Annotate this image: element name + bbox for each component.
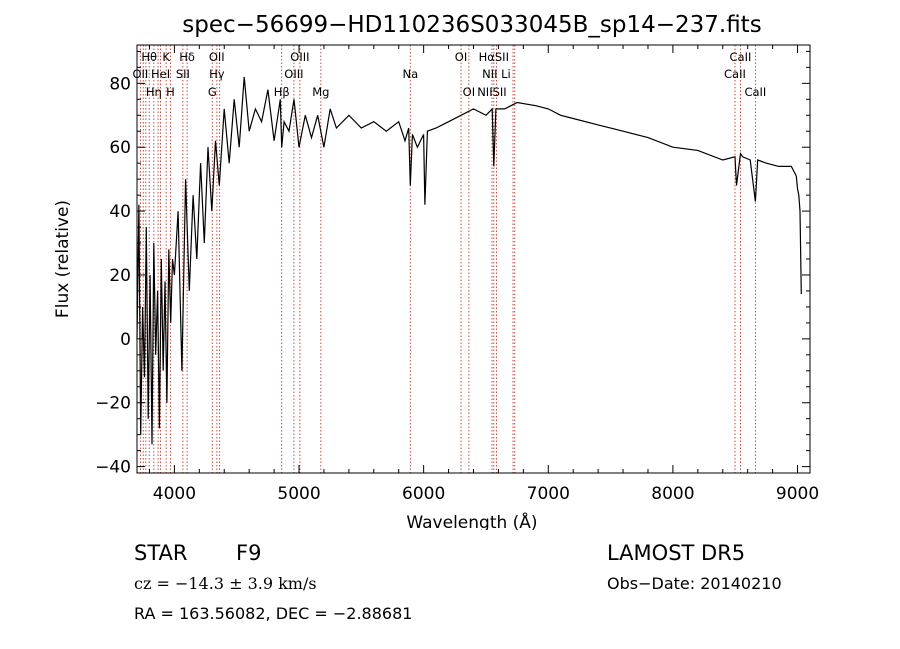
survey-name: LAMOST DR5 (607, 541, 746, 565)
line-marker-label: CaII (724, 67, 746, 81)
object-type: STAR (134, 541, 188, 565)
x-tick-label: 8000 (651, 484, 694, 504)
line-marker-label: Hγ (209, 67, 225, 81)
line-marker-label: OII (132, 67, 148, 81)
y-tick-label: 80 (109, 74, 131, 94)
line-marker-label: NIISII (477, 85, 506, 99)
y-axis-label: Flux (relative) (53, 200, 73, 318)
y-tick-label: 20 (109, 266, 131, 286)
line-marker-label: Hδ (179, 50, 195, 64)
line-marker-label: Hθ (141, 50, 157, 64)
spectral-subclass: F9 (236, 541, 262, 565)
y-tick-label: 60 (109, 138, 131, 158)
line-marker-label: OIII (284, 67, 303, 81)
x-axis-label: Wavelength (Å) (406, 511, 537, 530)
line-marker-label: Hβ (274, 85, 290, 99)
line-marker-label: OII (209, 50, 225, 64)
x-tick-label: 7000 (527, 484, 570, 504)
axis-ticks: 4000 5000 6000 7000 8000 9000 −40 −20 0 20 40 60 80 (95, 45, 819, 504)
x-tick-label: 5000 (277, 484, 320, 504)
obs-date: Obs−Date: 20140210 (607, 574, 782, 593)
line-marker-label: SII (176, 67, 190, 81)
spectrum-chart: spec−56699−HD110236S033045B_sp14−237.fit… (53, 12, 819, 530)
y-tick-label: 0 (120, 330, 131, 350)
line-marker-label: HeI (151, 67, 170, 81)
line-marker-label: Hη (146, 85, 162, 99)
line-marker-label: Mg (312, 85, 329, 99)
line-marker-label: OI (455, 50, 467, 64)
spectral-line-markers (139, 45, 756, 473)
x-tick-label: 6000 (402, 484, 445, 504)
line-marker-label: CaII (744, 85, 766, 99)
line-marker-label: OI (463, 85, 475, 99)
line-marker-label: G (208, 85, 217, 99)
line-marker-label: K (162, 50, 170, 64)
line-marker-label: NII Li (482, 67, 511, 81)
spectrum-series-line (136, 76, 802, 445)
line-marker-label: HαSII (479, 50, 509, 64)
x-tick-label: 4000 (153, 484, 196, 504)
line-marker-label: Na (402, 67, 418, 81)
coordinates: RA = 163.56082, DEC = −2.88681 (134, 604, 413, 623)
x-tick-label: 9000 (776, 484, 819, 504)
line-marker-label: OIII (290, 50, 309, 64)
y-tick-label: 40 (109, 202, 131, 222)
chart-title: spec−56699−HD110236S033045B_sp14−237.fit… (182, 12, 761, 38)
redshift-cz: cz = −14.3 ± 3.9 km/s (134, 574, 317, 593)
line-marker-label: H (166, 85, 175, 99)
y-tick-label: −20 (95, 394, 131, 414)
line-marker-label: CaII (730, 50, 752, 64)
y-tick-label: −40 (95, 458, 131, 478)
